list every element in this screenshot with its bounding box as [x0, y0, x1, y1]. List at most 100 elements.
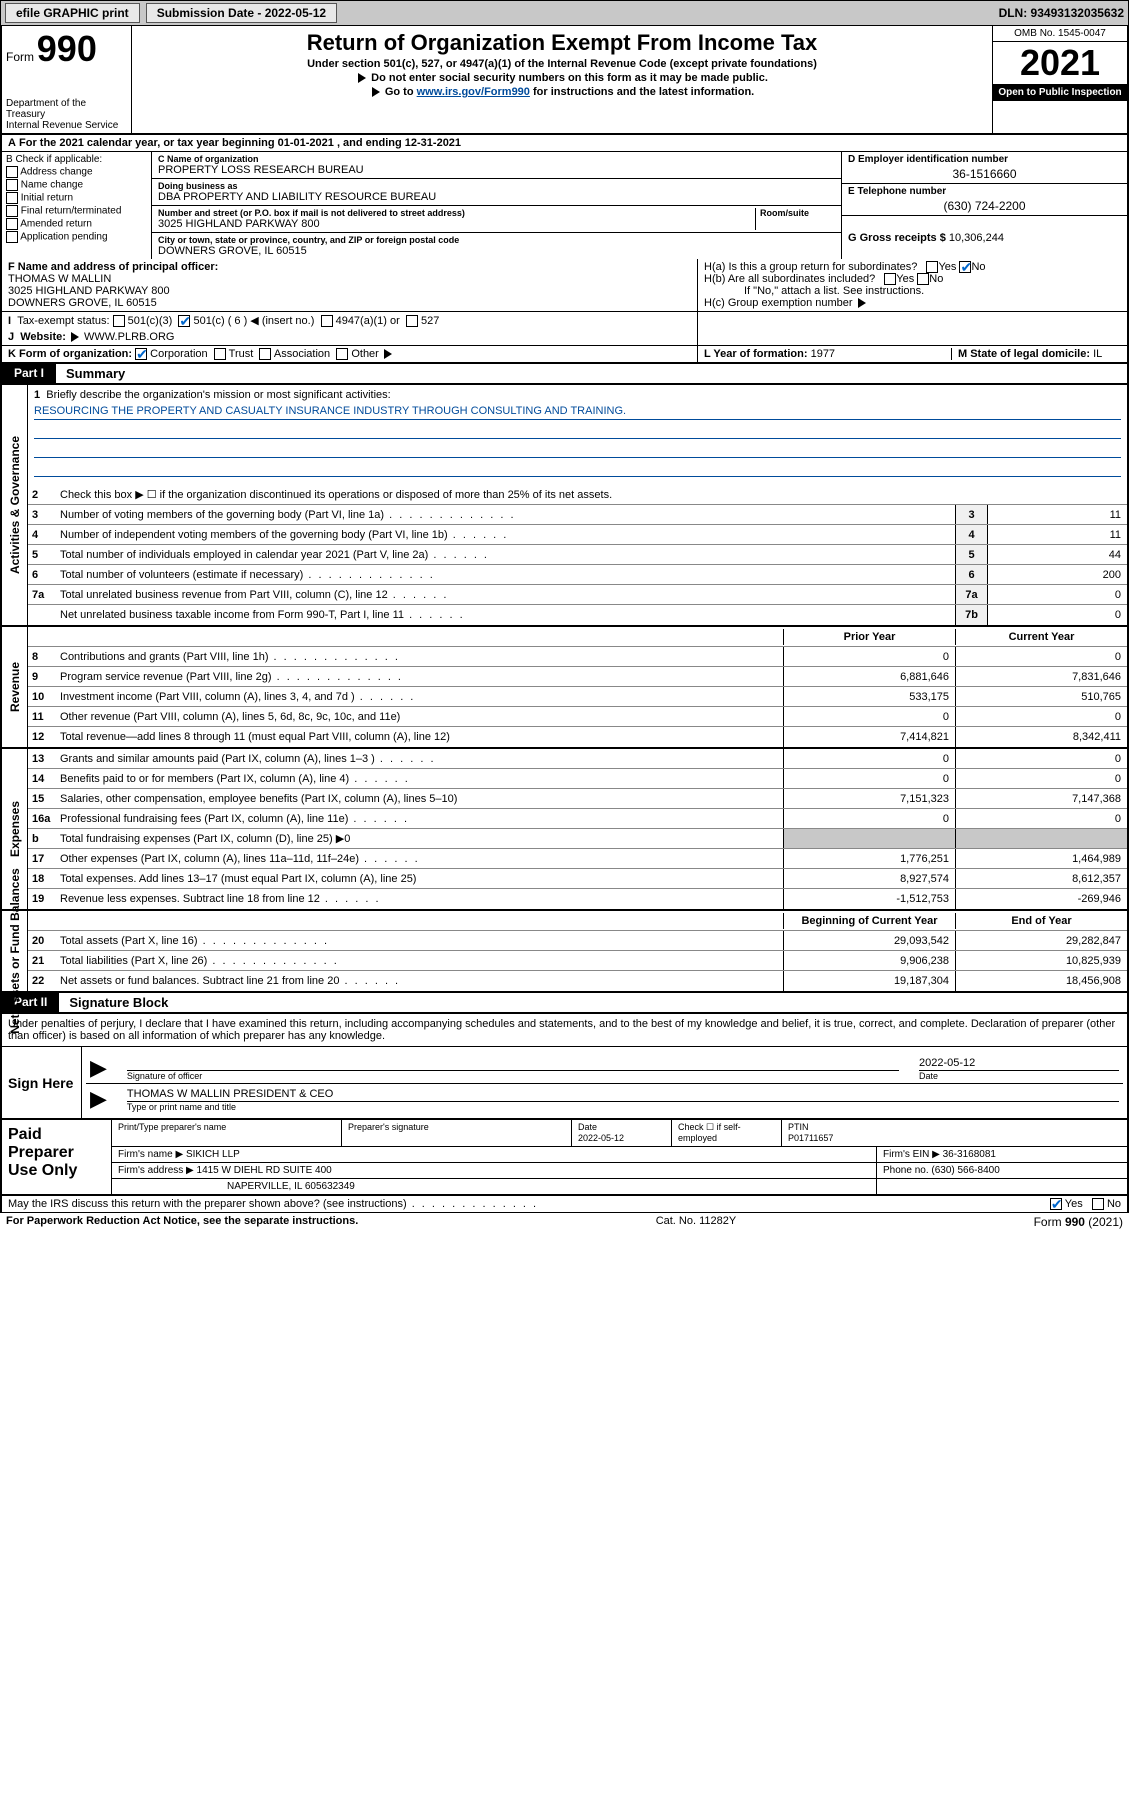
prep-sig-label: Preparer's signature: [348, 1122, 429, 1132]
signature-block: Under penalties of perjury, I declare th…: [0, 1014, 1129, 1196]
firm-city: NAPERVILLE, IL 605632349: [112, 1179, 877, 1194]
net-21: Total liabilities (Part X, line 26): [56, 953, 783, 969]
note-ssn: Do not enter social security numbers on …: [371, 72, 768, 84]
ha-label: H(a) Is this a group return for subordin…: [704, 261, 917, 273]
discuss-yes[interactable]: [1050, 1198, 1062, 1210]
chk-final-return[interactable]: Final return/terminated: [6, 205, 147, 217]
discuss-q: May the IRS discuss this return with the…: [8, 1198, 538, 1210]
ha-no[interactable]: [959, 261, 971, 273]
paid-preparer-label: Paid Preparer Use Only: [2, 1120, 112, 1194]
side-net: Net Assets or Fund Balances: [2, 911, 28, 991]
topbar: efile GRAPHIC print Submission Date - 20…: [0, 0, 1129, 26]
discuss-row: May the IRS discuss this return with the…: [0, 1196, 1129, 1213]
form-header: Form 990 Department of the Treasury Inte…: [0, 26, 1129, 135]
ein-label: D Employer identification number: [848, 154, 1121, 165]
officer-name-title: THOMAS W MALLIN PRESIDENT & CEO: [127, 1088, 1119, 1102]
part1-header: Part I Summary: [0, 364, 1129, 385]
ein: 36-1516660: [848, 165, 1121, 181]
hc-label: H(c) Group exemption number: [704, 297, 853, 309]
exp-13: Grants and similar amounts paid (Part IX…: [56, 751, 783, 767]
section-bcd: B Check if applicable: Address change Na…: [0, 152, 1129, 259]
chk-address-change[interactable]: Address change: [6, 166, 147, 178]
chk-amended-return[interactable]: Amended return: [6, 218, 147, 230]
ha-yes[interactable]: [926, 261, 938, 273]
website-label: Website:: [20, 331, 66, 343]
firm-phone: Phone no. (630) 566-8400: [877, 1163, 1127, 1178]
rev-11: Other revenue (Part VIII, column (A), li…: [56, 709, 783, 725]
net-22: Net assets or fund balances. Subtract li…: [56, 973, 783, 989]
part2-title: Signature Block: [59, 993, 178, 1012]
prep-self-employed: Check ☐ if self-employed: [678, 1122, 741, 1143]
hb-no[interactable]: [917, 273, 929, 285]
hdr-end: End of Year: [955, 913, 1127, 929]
goto-pre: Go to: [385, 86, 417, 98]
hb-yes[interactable]: [884, 273, 896, 285]
form-number: 990: [37, 28, 97, 69]
chk-application-pending[interactable]: Application pending: [6, 231, 147, 243]
firm-addr: Firm's address ▶ 1415 W DIEHL RD SUITE 4…: [112, 1163, 877, 1178]
phone: (630) 724-2200: [848, 197, 1121, 213]
name-title-label: Type or print name and title: [127, 1102, 236, 1112]
k-label: K Form of organization:: [8, 348, 132, 360]
goto-post: for instructions and the latest informat…: [530, 86, 754, 98]
chk-4947[interactable]: [321, 315, 333, 327]
chk-corp[interactable]: [135, 348, 147, 360]
perjury-declaration: Under penalties of perjury, I declare th…: [2, 1014, 1127, 1046]
form-subtitle: Under section 501(c), 527, or 4947(a)(1)…: [307, 58, 817, 70]
prep-date: Date 2022-05-12: [578, 1122, 624, 1143]
chk-name-change[interactable]: Name change: [6, 179, 147, 191]
firm-ein: Firm's EIN ▶ 36-3168081: [877, 1147, 1127, 1162]
omb-number: OMB No. 1545-0047: [993, 26, 1127, 42]
rev-9: Program service revenue (Part VIII, line…: [56, 669, 783, 685]
chk-501c[interactable]: [178, 315, 190, 327]
side-gov: Activities & Governance: [2, 385, 28, 625]
submission-date: Submission Date - 2022-05-12: [146, 3, 337, 23]
discuss-no[interactable]: [1092, 1198, 1104, 1210]
sig-date-label: Date: [919, 1071, 938, 1081]
sign-arrow-icon-2: ▶: [90, 1086, 107, 1112]
gov-6: Total number of volunteers (estimate if …: [56, 567, 955, 583]
chk-501c3[interactable]: [113, 315, 125, 327]
city: DOWNERS GROVE, IL 60515: [158, 245, 835, 257]
org-name: PROPERTY LOSS RESEARCH BUREAU: [158, 164, 835, 176]
rev-10: Investment income (Part VIII, column (A)…: [56, 689, 783, 705]
gross-receipts: 10,306,244: [949, 232, 1004, 244]
b-label: B Check if applicable:: [6, 154, 147, 165]
exp-15: Salaries, other compensation, employee b…: [56, 791, 783, 807]
officer-addr1: 3025 HIGHLAND PARKWAY 800: [8, 285, 170, 297]
dba-label: Doing business as: [158, 181, 835, 191]
paperwork-notice: For Paperwork Reduction Act Notice, see …: [6, 1215, 358, 1229]
sig-officer-label: Signature of officer: [127, 1071, 202, 1081]
gov-3: Number of voting members of the governin…: [56, 507, 955, 523]
net-20: Total assets (Part X, line 16): [56, 933, 783, 949]
website: WWW.PLRB.ORG: [84, 331, 174, 343]
dba: DBA PROPERTY AND LIABILITY RESOURCE BURE…: [158, 191, 835, 203]
prep-ptin: PTIN P01711657: [788, 1122, 833, 1143]
m-label: M State of legal domicile:: [958, 348, 1090, 360]
dept-treasury: Department of the Treasury: [6, 98, 127, 120]
org-name-label: C Name of organization: [158, 154, 835, 164]
exp-18: Total expenses. Add lines 13–17 (must eq…: [56, 871, 783, 887]
line2: Check this box ▶ ☐ if the organization d…: [56, 486, 1127, 503]
row-ij: I Tax-exempt status: 501(c)(3) 501(c) ( …: [0, 312, 1129, 346]
firm-name: Firm's name ▶ SIKICH LLP: [112, 1147, 877, 1162]
exp-19: Revenue less expenses. Subtract line 18 …: [56, 891, 783, 907]
tax-exempt-label: Tax-exempt status:: [17, 315, 109, 327]
hdr-prior: Prior Year: [783, 629, 955, 645]
side-rev: Revenue: [2, 627, 28, 747]
chk-assoc[interactable]: [259, 348, 271, 360]
chk-527[interactable]: [406, 315, 418, 327]
mission-q: Briefly describe the organization's miss…: [46, 389, 390, 401]
irs-link[interactable]: www.irs.gov/Form990: [417, 86, 530, 98]
sign-arrow-icon: ▶: [90, 1055, 107, 1081]
room-label: Room/suite: [760, 208, 835, 218]
hb-note: If "No," attach a list. See instructions…: [704, 285, 1121, 297]
mission-text: RESOURCING THE PROPERTY AND CASUALTY INS…: [34, 405, 1121, 420]
row-fh: F Name and address of principal officer:…: [0, 259, 1129, 312]
chk-initial-return[interactable]: Initial return: [6, 192, 147, 204]
chk-trust[interactable]: [214, 348, 226, 360]
hdr-beg: Beginning of Current Year: [783, 913, 955, 929]
officer-addr2: DOWNERS GROVE, IL 60515: [8, 297, 157, 309]
row-klm: K Form of organization: Corporation Trus…: [0, 346, 1129, 364]
chk-other[interactable]: [336, 348, 348, 360]
